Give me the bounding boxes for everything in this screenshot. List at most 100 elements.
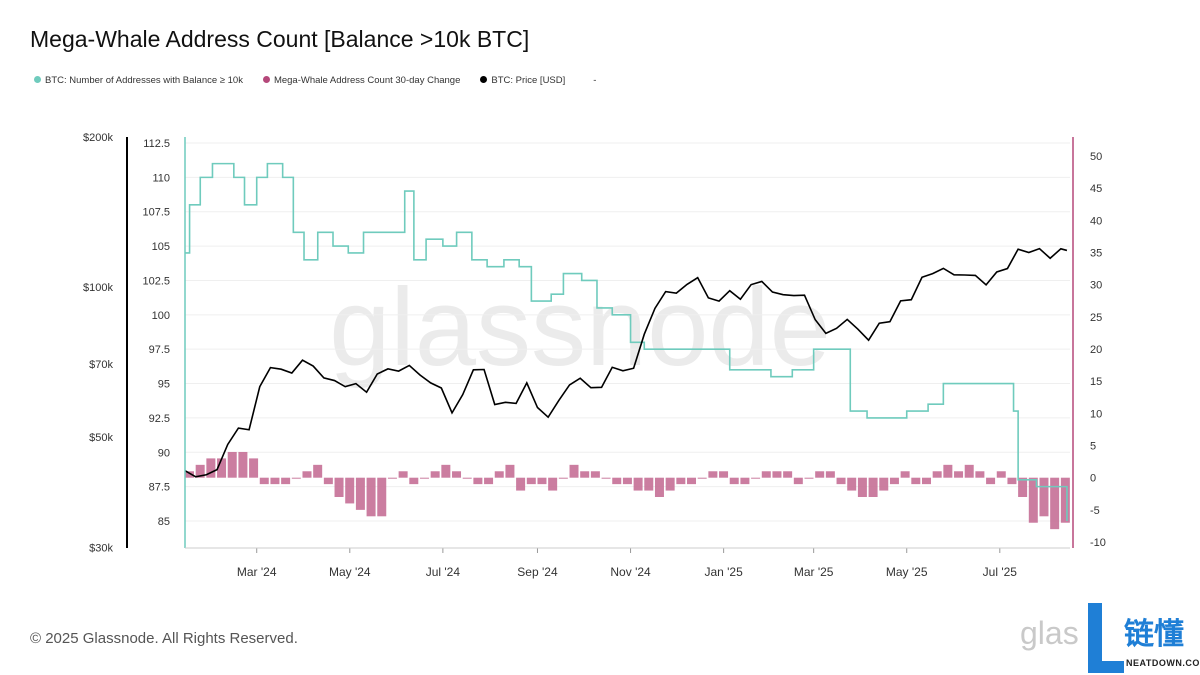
change-bar: [1028, 477, 1038, 523]
change-tick-label: 15: [1090, 376, 1102, 388]
change-bar: [815, 471, 825, 478]
change-bar: [943, 464, 953, 478]
count-tick-label: 107.5: [142, 207, 170, 219]
change-bar: [259, 477, 269, 485]
change-bar: [590, 471, 600, 478]
x-tick-label: May '25: [886, 565, 928, 579]
axes: 8587.59092.59597.5100102.5105107.5110112…: [83, 132, 1106, 579]
change-bar: [751, 477, 761, 479]
change-bar: [387, 477, 397, 479]
price-tick-label: $50k: [89, 432, 113, 444]
change-tick-label: 10: [1090, 408, 1102, 420]
change-bar: [921, 477, 931, 485]
x-tick-label: Jan '25: [704, 565, 743, 579]
x-tick-label: Sep '24: [517, 565, 558, 579]
change-bar: [558, 477, 568, 479]
price-tick-label: $100k: [83, 282, 113, 294]
change-bar: [419, 477, 429, 479]
logo-sub: NEATDOWN.COM: [1126, 658, 1200, 668]
count-line: [185, 162, 1068, 521]
change-bar: [612, 477, 622, 485]
change-bar: [1039, 477, 1049, 517]
count-tick-label: 102.5: [142, 275, 170, 287]
legend-item-price[interactable]: BTC: Price [USD]: [480, 75, 565, 86]
legend-item-change[interactable]: Mega-Whale Address Count 30-day Change: [262, 75, 461, 86]
change-bar: [719, 471, 729, 478]
change-bar: [633, 477, 643, 491]
change-bar: [1007, 477, 1017, 485]
change-bar: [537, 477, 547, 485]
change-bar: [1050, 477, 1060, 530]
change-bar: [932, 471, 942, 478]
change-bar: [783, 471, 793, 478]
legend-dot-icon: [262, 76, 270, 83]
change-bar: [697, 477, 707, 479]
count-tick-label: 87.5: [149, 482, 170, 494]
legend-dot-icon: [480, 76, 488, 83]
change-tick-label: 40: [1090, 215, 1102, 227]
logo-l-foot: [1088, 661, 1124, 673]
x-tick-label: Nov '24: [610, 565, 651, 579]
change-tick-label: -5: [1090, 505, 1100, 517]
change-bar: [580, 471, 590, 478]
change-bar: [217, 458, 227, 478]
legend-label: Mega-Whale Address Count 30-day Change: [273, 75, 461, 86]
change-bar: [911, 477, 921, 485]
change-bar: [654, 477, 664, 497]
change-bar: [836, 477, 846, 485]
legend-label: BTC: Number of Addresses with Balance ≥ …: [45, 75, 243, 86]
change-tick-label: 30: [1090, 280, 1102, 292]
change-bar: [398, 471, 408, 478]
x-tick-label: Mar '25: [794, 565, 834, 579]
logo-l-icon: [1088, 603, 1102, 673]
change-bar: [889, 477, 899, 485]
change-bar: [526, 477, 536, 485]
change-tick-label: 25: [1090, 312, 1102, 324]
legend-label: BTC: Price [USD]: [491, 75, 566, 86]
change-bar: [505, 464, 515, 478]
change-bar: [665, 477, 675, 491]
change-bar: [334, 477, 344, 497]
change-tick-label: -10: [1090, 537, 1106, 549]
change-tick-label: 5: [1090, 441, 1096, 453]
count-tick-label: 90: [158, 447, 170, 459]
count-tick-label: 105: [152, 241, 170, 253]
legend-dot-icon: [34, 76, 41, 83]
change-tick-label: 0: [1090, 473, 1096, 485]
change-bar: [804, 477, 814, 479]
change-bar: [291, 477, 301, 479]
change-bar: [516, 477, 526, 491]
change-tick-label: 45: [1090, 183, 1102, 195]
change-bar: [622, 477, 632, 485]
count-tick-label: 100: [152, 310, 170, 322]
change-bar: [1018, 477, 1028, 497]
change-bar: [377, 477, 387, 517]
legend-item-count[interactable]: BTC: Number of Addresses with Balance ≥ …: [34, 75, 243, 86]
price-tick-label: $30k: [89, 543, 113, 555]
x-tick-label: May '24: [329, 565, 371, 579]
count-tick-label: 97.5: [149, 344, 170, 356]
change-bar: [270, 477, 280, 485]
copyright: © 2025 Glassnode. All Rights Reserved.: [30, 630, 298, 647]
change-bar: [366, 477, 376, 517]
logo: glas 链懂 NEATDOWN.COM: [1020, 603, 1200, 675]
change-bar: [740, 477, 750, 485]
change-bar: [323, 477, 333, 485]
change-bar: [206, 458, 216, 478]
logo-text: glas: [1020, 615, 1079, 651]
change-bar: [996, 471, 1006, 478]
change-bar: [238, 451, 248, 478]
count-tick-label: 110: [152, 172, 170, 184]
change-bar: [569, 464, 579, 478]
x-tick-label: Jul '24: [426, 565, 461, 579]
change-bar: [494, 471, 504, 478]
legend-item-extra[interactable]: -: [593, 75, 596, 86]
change-bar: [868, 477, 878, 497]
change-bar: [281, 477, 291, 485]
change-bar: [227, 451, 237, 478]
change-bar: [195, 464, 205, 478]
count-tick-label: 112.5: [143, 138, 170, 150]
change-bar: [857, 477, 867, 497]
change-bar: [729, 477, 739, 485]
change-bar: [452, 471, 462, 478]
